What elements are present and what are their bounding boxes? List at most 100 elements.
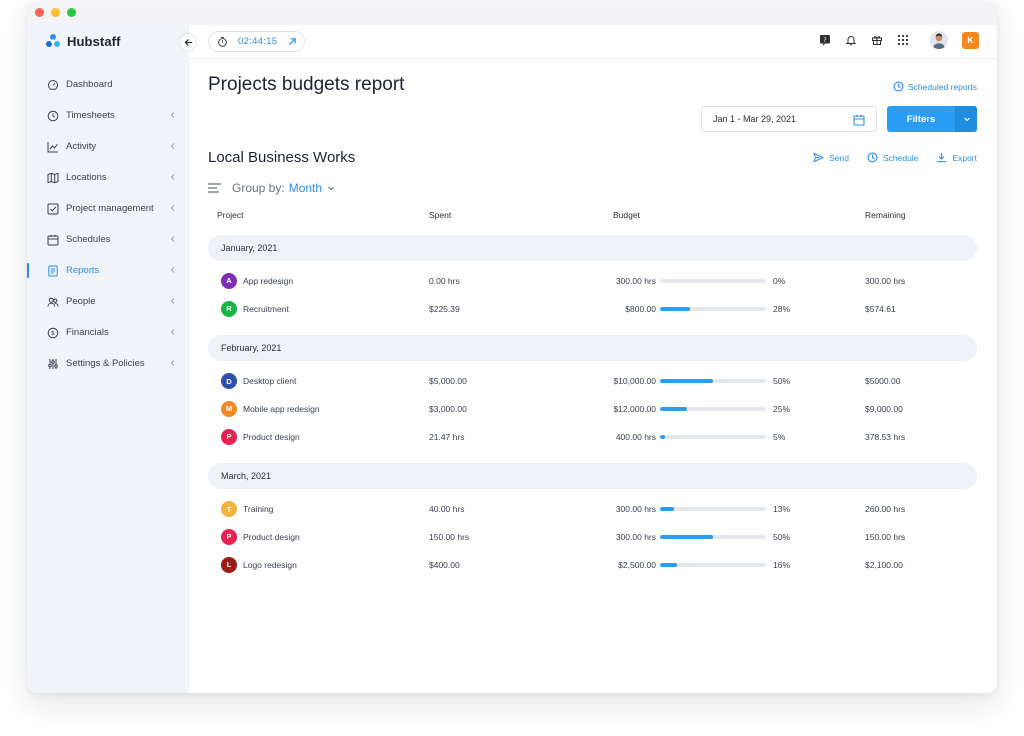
sidebar-item-timesheets[interactable]: Timesheets — [27, 100, 189, 131]
report-icon — [47, 265, 59, 277]
table-row[interactable]: D Desktop client $5,000.00 $10,000.00 50% $50… — [208, 367, 977, 395]
open-timer-arrow-icon — [289, 38, 296, 45]
project-name[interactable]: Mobile app redesign — [243, 403, 320, 414]
date-range-value: Jan 1 - Mar 29, 2021 — [713, 114, 797, 124]
budget-progress-fill — [660, 562, 677, 567]
column-header-remaining[interactable]: Remaining — [865, 210, 906, 220]
send-button[interactable]: Send — [813, 152, 849, 163]
timer-value: 02:44:15 — [238, 36, 278, 47]
activity-chart-icon — [47, 141, 59, 153]
project-avatar: T — [221, 501, 237, 518]
bell-icon[interactable] — [844, 33, 858, 47]
project-name[interactable]: Training — [243, 504, 274, 515]
gift-icon[interactable] — [870, 33, 884, 47]
sidebar-item-dashboard[interactable]: Dashboard — [27, 69, 189, 100]
send-label: Send — [829, 152, 849, 163]
sidebar-item-label: Schedules — [66, 234, 111, 245]
sidebar-item-label: Locations — [66, 172, 107, 183]
project-name[interactable]: Product design — [243, 431, 300, 442]
organization-badge[interactable]: K — [962, 31, 979, 49]
dollar-icon: $ — [47, 327, 59, 339]
remaining-value: 150.00 hrs — [865, 531, 906, 542]
sidebar-item-reports[interactable]: Reports — [27, 255, 189, 286]
sidebar-item-label: Settings & Policies — [66, 358, 145, 369]
sidebar-item-financials[interactable]: $ Financials — [27, 317, 189, 348]
menu-lines-icon — [208, 183, 221, 193]
collapse-sidebar-button[interactable] — [179, 33, 197, 51]
filters-label: Filters — [906, 113, 936, 125]
chevron-left-icon — [170, 174, 175, 180]
table-row[interactable]: P Product design 21.47 hrs 400.00 hrs 5% 378.… — [208, 423, 977, 451]
project-name[interactable]: Desktop client — [243, 376, 297, 387]
table-row[interactable]: M Mobile app redesign $3,000.00 $12,000.00 2… — [208, 395, 977, 423]
budget-value: 400.00 hrs — [615, 431, 656, 442]
maximize-window-button[interactable] — [67, 8, 76, 17]
timer-widget[interactable]: 02:44:15 — [208, 31, 305, 52]
remaining-value: 260.00 hrs — [865, 504, 906, 515]
sidebar-item-label: People — [66, 296, 96, 307]
schedule-button[interactable]: Schedule — [867, 152, 918, 163]
budget-value: $12,000.00 — [613, 403, 656, 414]
budget-value: $800.00 — [625, 303, 656, 314]
calendar-icon — [47, 234, 59, 246]
close-window-button[interactable] — [35, 8, 44, 17]
chevron-left-icon — [170, 298, 175, 304]
minimize-window-button[interactable] — [51, 8, 60, 17]
project-name[interactable]: Logo redesign — [243, 559, 297, 570]
table-row[interactable]: T Training 40.00 hrs 300.00 hrs 13% 260.00 hr… — [208, 495, 977, 523]
budget-value: 300.00 hrs — [615, 275, 656, 286]
column-header-project[interactable]: Project — [217, 210, 244, 220]
group-by-value[interactable]: Month — [288, 181, 323, 195]
user-avatar[interactable] — [930, 31, 948, 49]
stopwatch-icon — [218, 36, 227, 47]
sidebar-item-settings-policies[interactable]: Settings & Policies — [27, 348, 189, 379]
sidebar: Hubstaff Dashboard Timesheets Activity Loca… — [27, 25, 189, 693]
project-name[interactable]: App redesign — [243, 275, 294, 286]
group-rows: D Desktop client $5,000.00 $10,000.00 50% $50… — [208, 361, 977, 460]
spent-value: $3,000.00 — [429, 403, 467, 414]
group-by-control[interactable]: Group by: Month — [208, 181, 335, 195]
chevron-left-icon — [170, 143, 175, 149]
filters-button[interactable]: Filters — [887, 106, 977, 132]
remaining-value: $2,100.00 — [865, 559, 903, 570]
budget-progress-bar — [660, 534, 766, 539]
scheduled-reports-link[interactable]: Scheduled reports — [893, 81, 977, 92]
sidebar-item-locations[interactable]: Locations — [27, 162, 189, 193]
budgets-table: Project Spent Budget Remaining January, … — [208, 210, 977, 589]
group-label: January, 2021 — [221, 243, 278, 253]
table-row[interactable]: A App redesign 0.00 hrs 300.00 hrs 0% 300.00 … — [208, 267, 977, 295]
sidebar-item-label: Dashboard — [66, 79, 113, 90]
table-row[interactable]: L Logo redesign $400.00 $2,500.00 16% $2,100.… — [208, 551, 977, 579]
spent-value: $225.39 — [429, 303, 460, 314]
budget-progress-fill — [660, 379, 713, 384]
column-header-spent[interactable]: Spent — [429, 210, 452, 220]
filters-dropdown-toggle[interactable] — [955, 106, 977, 132]
help-icon[interactable]: ? — [818, 33, 832, 47]
sidebar-item-activity[interactable]: Activity — [27, 131, 189, 162]
brand-logo[interactable]: Hubstaff — [45, 33, 121, 49]
project-name[interactable]: Recruitment — [243, 303, 289, 314]
budget-value: 300.00 hrs — [615, 531, 656, 542]
apps-grid-icon[interactable] — [896, 33, 910, 47]
table-row[interactable]: R Recruitment $225.39 $800.00 28% $574.61 — [208, 295, 977, 323]
spent-value: 21.47 hrs — [429, 431, 465, 442]
budget-progress-fill — [660, 406, 687, 411]
sidebar-item-people[interactable]: People — [27, 286, 189, 317]
column-header-budget[interactable]: Budget — [613, 210, 640, 220]
date-range-picker[interactable]: Jan 1 - Mar 29, 2021 — [701, 106, 877, 132]
project-avatar: D — [221, 373, 237, 390]
download-icon — [937, 152, 947, 163]
organization-name: Local Business Works — [208, 149, 356, 166]
group-rows: T Training 40.00 hrs 300.00 hrs 13% 260.00 hr… — [208, 489, 977, 588]
people-icon — [47, 296, 59, 308]
budget-value: $2,500.00 — [618, 559, 656, 570]
budget-percent: 16% — [773, 559, 791, 570]
project-name[interactable]: Product design — [243, 531, 300, 542]
sidebar-item-schedules[interactable]: Schedules — [27, 224, 189, 255]
page-title: Projects budgets report — [208, 74, 405, 95]
table-row[interactable]: P Product design 150.00 hrs 300.00 hrs 50% 15… — [208, 523, 977, 551]
export-button[interactable]: Export — [936, 152, 977, 163]
sidebar-item-project-management[interactable]: Project management — [27, 193, 189, 224]
budget-percent: 28% — [773, 303, 791, 314]
top-bar-icons: ? K — [806, 31, 979, 49]
